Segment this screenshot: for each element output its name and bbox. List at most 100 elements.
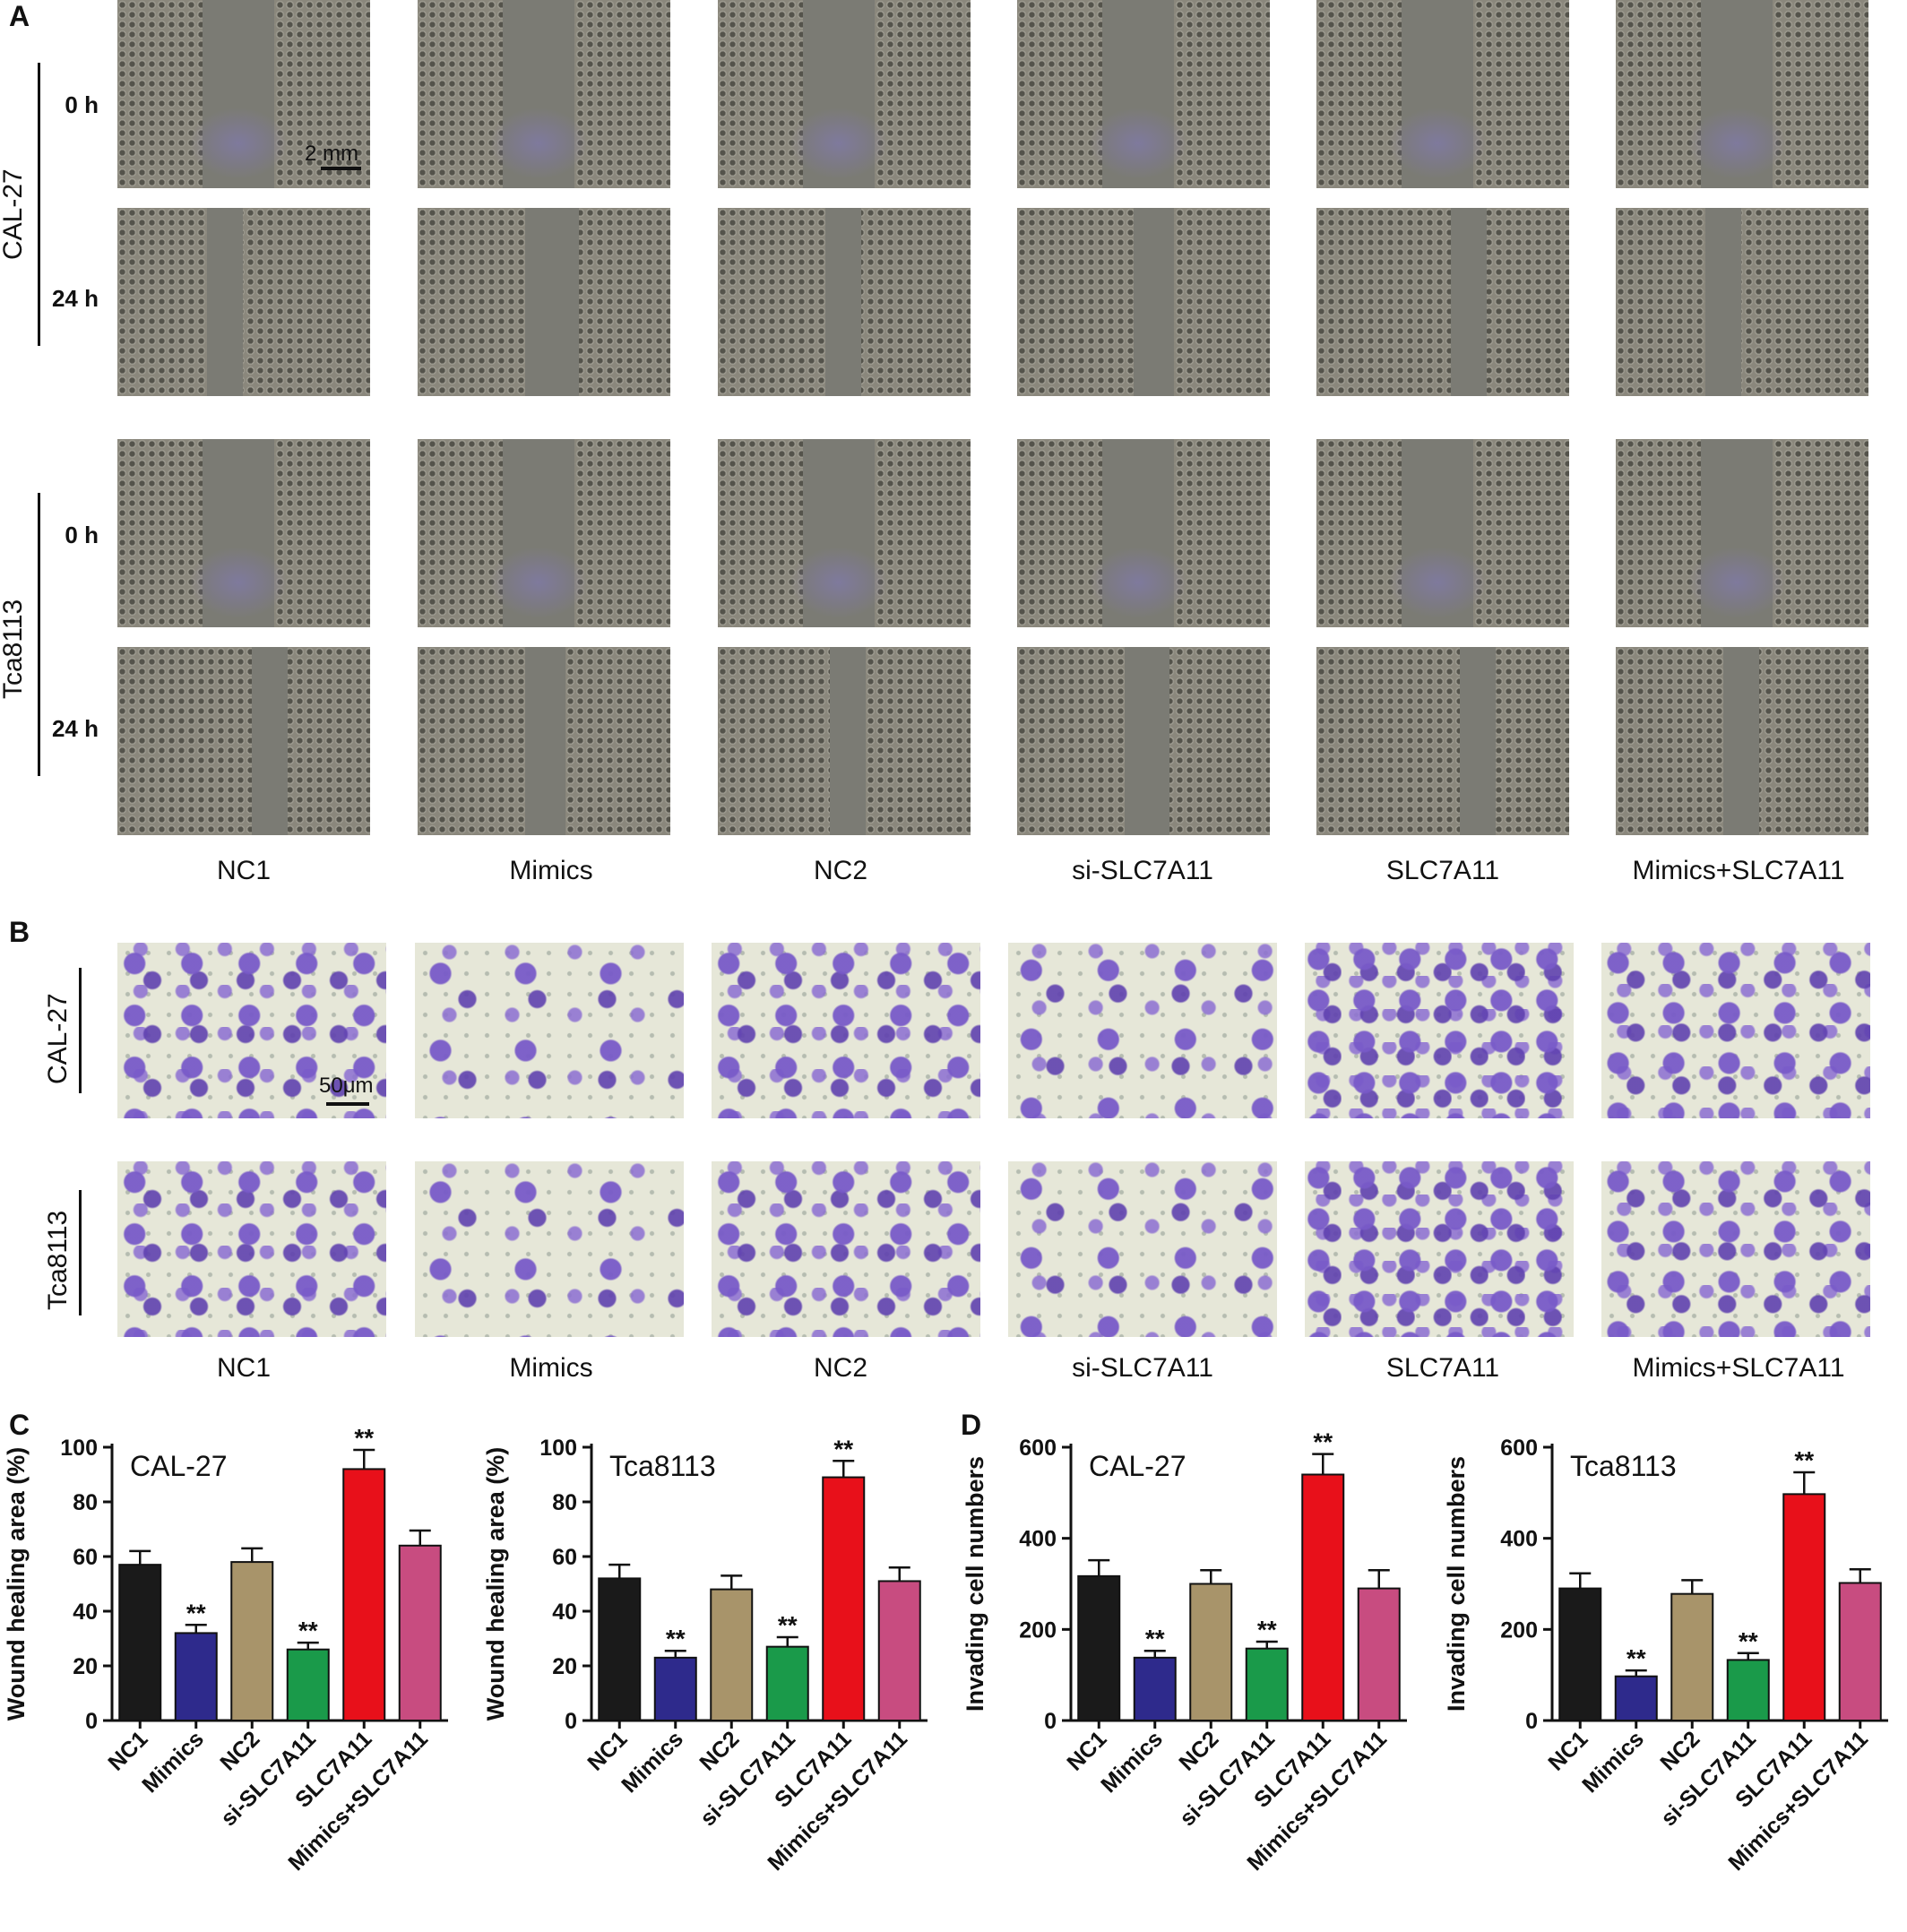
chart-2: 0 20 40 60 80 100 Wound healing area (%) Tca811… — [482, 1435, 928, 1876]
x-tick-label: si-SLC7A11 — [216, 1726, 321, 1831]
panel-b-tca8113-label: Tca8113 — [43, 1210, 73, 1310]
panel-a-group-label: si-SLC7A11 — [1072, 856, 1213, 885]
significance-mark: ** — [298, 1617, 318, 1644]
panel-b-group-label: NC1 — [216, 1353, 271, 1383]
x-tick-label: SLC7A11 — [290, 1726, 377, 1813]
panel-a-letter: A — [9, 0, 30, 32]
bar — [230, 1561, 274, 1721]
x-tick-label: NC1 — [1543, 1726, 1592, 1775]
x-tick-label: NC2 — [1655, 1726, 1704, 1775]
wound-image — [1316, 439, 1569, 627]
wound-gap — [252, 647, 288, 835]
y-tick-label: 600 — [1019, 1436, 1057, 1461]
wound-glow — [1687, 547, 1786, 618]
chart-title: Tca8113 — [609, 1450, 716, 1482]
transwell-image — [1601, 943, 1870, 1118]
y-tick-label: 20 — [552, 1654, 577, 1679]
x-tick-label: Mimics — [1577, 1726, 1649, 1798]
panel-a-tca8113-label: Tca8113 — [0, 599, 28, 699]
bar — [598, 1577, 642, 1722]
bar — [1558, 1587, 1602, 1722]
bar — [1077, 1574, 1121, 1721]
wound-image — [1616, 208, 1868, 396]
y-axis-label: Invading cell numbers — [962, 1456, 988, 1712]
panel-b-cal27-bracket — [79, 968, 82, 1093]
y-axis-label: Wound healing area (%) — [3, 1447, 30, 1721]
significance-mark: ** — [1794, 1446, 1814, 1474]
x-tick-label: si-SLC7A11 — [1175, 1726, 1280, 1831]
wound-image — [117, 208, 370, 396]
wound-image — [1616, 647, 1868, 835]
significance-mark: ** — [354, 1424, 374, 1452]
wound-image — [1316, 647, 1569, 835]
chart-1: 0 20 40 60 80 100 Wound healing area (%) CAL-27… — [3, 1424, 448, 1876]
bar — [653, 1656, 697, 1721]
bar — [1782, 1493, 1826, 1721]
panel-a-scale-label: 2 mm — [305, 142, 358, 166]
transwell-image — [1305, 943, 1574, 1118]
bar — [398, 1544, 442, 1722]
panel-b-group-label: si-SLC7A11 — [1072, 1353, 1213, 1383]
panel-b-group-label: Mimics+SLC7A11 — [1632, 1353, 1845, 1383]
wound-gap — [1723, 647, 1759, 835]
x-tick-label: Mimics — [137, 1726, 209, 1798]
y-tick-label: 400 — [1500, 1527, 1538, 1552]
x-tick-label: NC2 — [1174, 1726, 1223, 1775]
wound-image — [1017, 647, 1270, 835]
x-tick-label: NC2 — [215, 1726, 264, 1775]
panel-a-group-label: NC2 — [813, 856, 867, 885]
y-tick-label: 600 — [1500, 1436, 1538, 1461]
bar — [174, 1632, 218, 1722]
y-tick-label: 40 — [73, 1600, 98, 1625]
transwell-image — [415, 943, 684, 1118]
x-tick-label: SLC7A11 — [770, 1726, 857, 1813]
y-tick-label: 0 — [1525, 1709, 1538, 1734]
wound-image — [718, 439, 971, 627]
x-tick-label: Mimics — [617, 1726, 688, 1798]
y-tick-label: 20 — [73, 1654, 98, 1679]
significance-mark: ** — [1627, 1644, 1646, 1672]
wound-image — [1017, 439, 1270, 627]
transwell-image — [1008, 943, 1277, 1118]
wound-image — [1316, 0, 1569, 188]
panel-b-tca8113-bracket — [79, 1190, 82, 1315]
wound-image — [718, 647, 971, 835]
wound-glow — [790, 108, 888, 179]
panel-a-cal27-label: CAL-27 — [0, 168, 28, 260]
wound-glow — [1089, 547, 1187, 618]
significance-mark: ** — [186, 1599, 206, 1626]
bar — [765, 1645, 809, 1722]
transwell-image — [1601, 1161, 1870, 1337]
transwell-image — [712, 1161, 980, 1337]
wound-image — [418, 208, 670, 396]
chart-title: CAL-27 — [130, 1450, 228, 1482]
panel-a-cal27-24h-label: 24 h — [51, 285, 99, 312]
x-tick-label: NC1 — [103, 1726, 152, 1775]
bar — [1357, 1587, 1401, 1722]
wound-image — [1616, 439, 1868, 627]
transwell-image — [117, 1161, 386, 1337]
chart-title: Tca8113 — [1570, 1450, 1677, 1482]
wound-image — [1017, 0, 1270, 188]
y-tick-label: 0 — [565, 1709, 577, 1734]
bar — [1726, 1659, 1770, 1722]
transwell-image — [415, 1161, 684, 1337]
y-tick-label: 200 — [1019, 1617, 1057, 1643]
x-tick-label: si-SLC7A11 — [695, 1726, 800, 1831]
bar — [1189, 1583, 1233, 1721]
x-tick-label: Mimics+SLC7A11 — [763, 1726, 912, 1876]
x-tick-label: Mimics+SLC7A11 — [1723, 1726, 1873, 1876]
wound-glow — [1089, 108, 1187, 179]
panel-a-tca8113-bracket — [38, 493, 40, 776]
x-tick-label: si-SLC7A11 — [1656, 1726, 1761, 1831]
wound-image — [117, 647, 370, 835]
y-tick-label: 400 — [1019, 1527, 1057, 1552]
wound-gap — [1451, 208, 1487, 396]
y-tick-label: 60 — [73, 1545, 98, 1570]
bar — [1133, 1656, 1177, 1721]
wound-image — [718, 0, 971, 188]
wound-gap — [1460, 647, 1496, 835]
wound-glow — [189, 547, 288, 618]
wound-gap — [1134, 208, 1174, 396]
panel-b-group-label: NC2 — [813, 1353, 867, 1383]
